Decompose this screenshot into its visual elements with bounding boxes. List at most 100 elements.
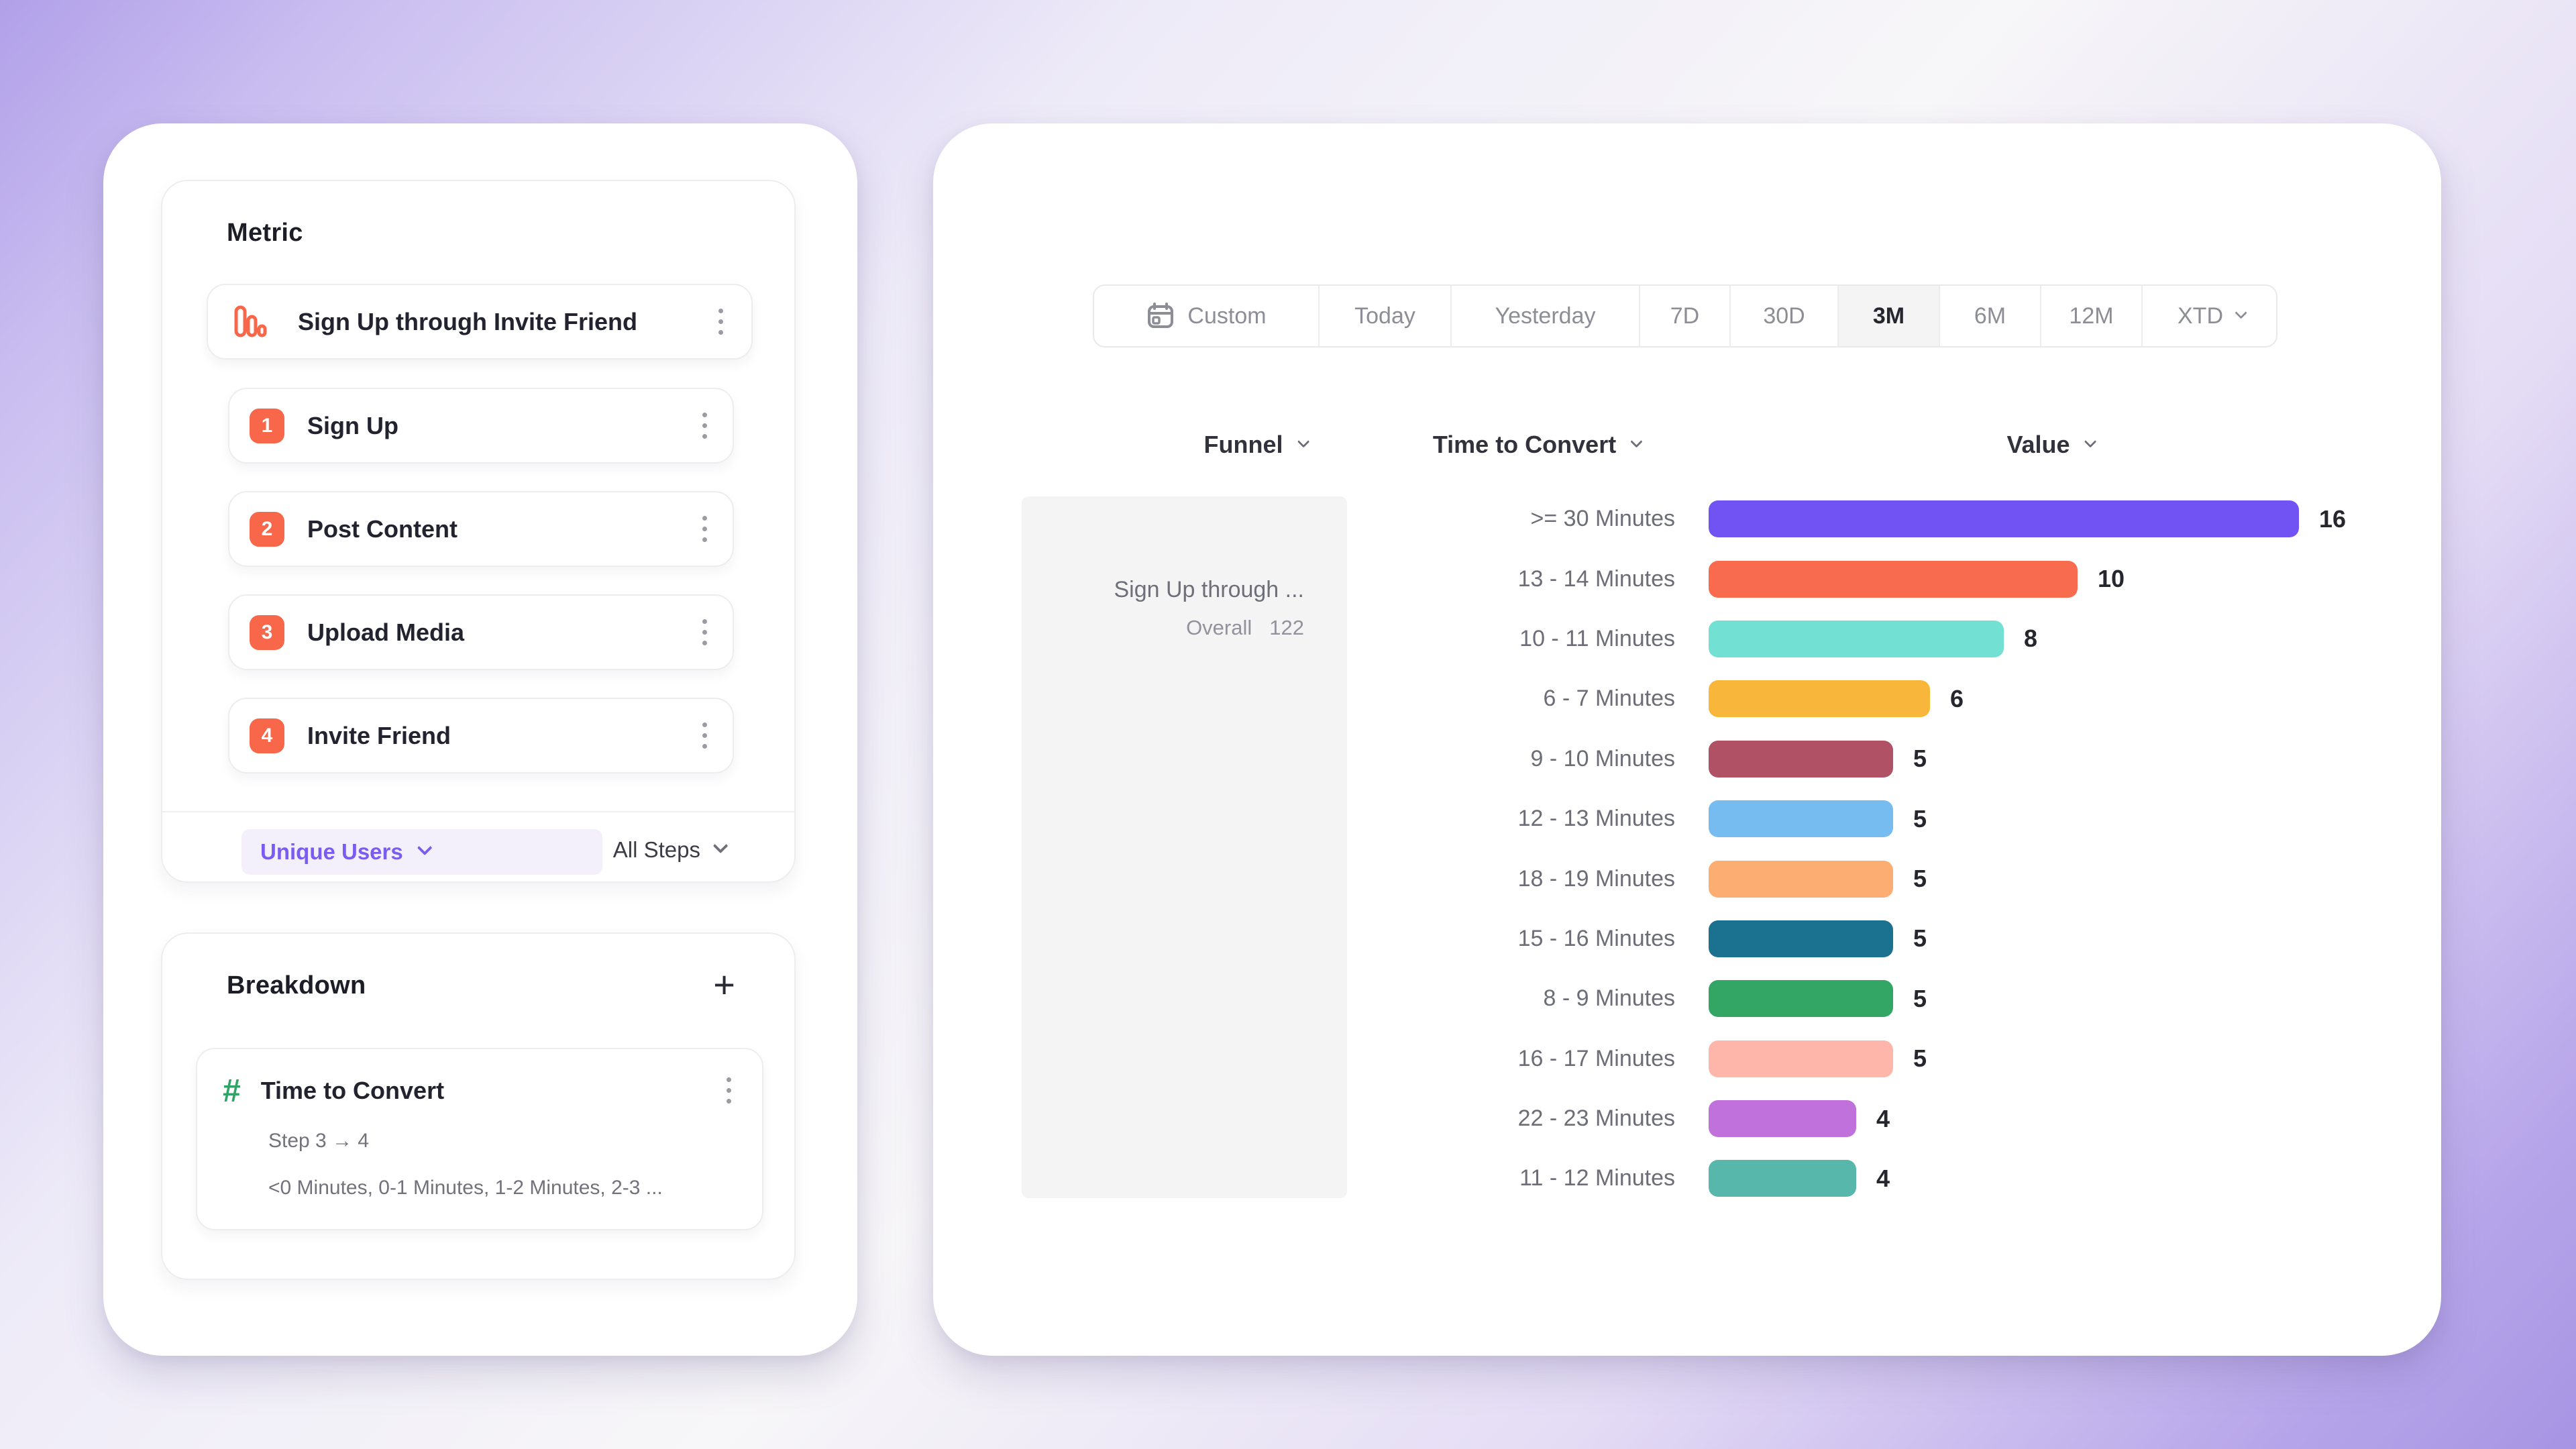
date-range-option-label: 30D: [1763, 303, 1805, 329]
step-number-badge: 1: [250, 408, 284, 443]
kebab-menu-icon[interactable]: [697, 407, 712, 444]
bar-chart-icon: [231, 303, 268, 341]
value-label: 5: [1913, 924, 1927, 953]
category-label: 6 - 7 Minutes: [1543, 686, 1675, 712]
metric-section: Metric Sign Up through Invite Friend 1 S…: [161, 180, 796, 883]
category-label: >= 30 Minutes: [1530, 506, 1675, 532]
step-label: Sign Up: [307, 411, 398, 439]
date-range-option-label: 6M: [1974, 303, 2006, 329]
value-label: 4: [1876, 1164, 1890, 1192]
chart-row: 11 - 12 Minutes 4: [1430, 1148, 2422, 1208]
query-builder-panel: Metric Sign Up through Invite Friend 1 S…: [103, 123, 857, 1356]
value-bar[interactable]: [1709, 920, 1893, 957]
date-range-option[interactable]: Custom: [1094, 286, 1318, 346]
funnel-cell[interactable]: Sign Up through ... Overall 122: [1022, 496, 1347, 1198]
kebab-menu-icon[interactable]: [713, 303, 729, 340]
date-range-option[interactable]: 6M: [1939, 286, 2040, 346]
date-range-option[interactable]: XTD: [2141, 286, 2276, 346]
breakdown-buckets-preview: <0 Minutes, 0-1 Minutes, 1-2 Minutes, 2-…: [268, 1177, 663, 1199]
chart-row: 9 - 10 Minutes 5: [1430, 729, 2422, 789]
funnel-step-item[interactable]: 1 Sign Up: [228, 388, 734, 464]
plus-icon[interactable]: +: [713, 963, 735, 1006]
value-label: 8: [2024, 625, 2038, 653]
step-label: Upload Media: [307, 618, 465, 646]
chevron-down-icon: [712, 838, 729, 854]
column-header-time-to-convert[interactable]: Time to Convert: [1433, 431, 1644, 459]
date-range-option-label: XTD: [2178, 303, 2223, 329]
value-bar[interactable]: [1709, 980, 1893, 1018]
metric-funnel-item[interactable]: Sign Up through Invite Friend: [207, 284, 753, 360]
breakdown-section: Breakdown + # Time to Convert Step 3 → 4…: [161, 932, 796, 1280]
date-range-option[interactable]: 7D: [1639, 286, 1729, 346]
chevron-down-icon: [417, 840, 433, 856]
value-bar[interactable]: [1709, 560, 2078, 598]
funnel-overall-value: 122: [1269, 616, 1304, 639]
breakdown-property-name: Time to Convert: [260, 1076, 445, 1104]
funnel-step-item[interactable]: 4 Invite Friend: [228, 698, 734, 773]
category-label: 18 - 19 Minutes: [1517, 865, 1675, 892]
value-bar[interactable]: [1709, 740, 1893, 777]
date-range-option[interactable]: 3M: [1837, 286, 1939, 346]
breakdown-step-range: Step 3 → 4: [268, 1130, 370, 1152]
chart-row: 12 - 13 Minutes 5: [1430, 789, 2422, 849]
column-header-funnel[interactable]: Funnel: [1204, 431, 1310, 459]
report-panel: Custom Today Yesterday: [933, 123, 2441, 1356]
category-label: 12 - 13 Minutes: [1517, 806, 1675, 832]
value-bar[interactable]: [1709, 1160, 1856, 1197]
value-bar[interactable]: [1709, 800, 1893, 838]
funnel-name: Sign Up through Invite Friend: [298, 307, 637, 335]
step-number-badge: 4: [250, 718, 284, 753]
step-label: Invite Friend: [307, 721, 451, 749]
column-header-value[interactable]: Value: [2006, 431, 2097, 459]
bar-chart: >= 30 Minutes 16 13 - 14 Minutes 10 10 -…: [1430, 489, 2422, 1209]
category-label: 11 - 12 Minutes: [1519, 1165, 1675, 1191]
category-label: 15 - 16 Minutes: [1517, 925, 1675, 951]
step-number-badge: 2: [250, 511, 284, 547]
steps-filter-label: All Steps: [612, 837, 700, 862]
date-range-option-label: Yesterday: [1495, 303, 1596, 329]
category-label: 9 - 10 Minutes: [1530, 745, 1675, 771]
category-label: 13 - 14 Minutes: [1517, 566, 1675, 592]
chevron-down-icon: [2084, 435, 2097, 448]
chart-row: 6 - 7 Minutes 6: [1430, 669, 2422, 729]
category-label: 10 - 11 Minutes: [1519, 625, 1675, 651]
measurement-label: Unique Users: [260, 839, 403, 864]
date-range-option-label: 7D: [1670, 303, 1700, 329]
value-bar[interactable]: [1709, 1100, 1856, 1138]
value-bar[interactable]: [1709, 680, 1930, 718]
value-label: 5: [1913, 865, 1927, 893]
funnel-overall-label: Overall: [1186, 616, 1252, 639]
chart-row: 13 - 14 Minutes 10: [1430, 549, 2422, 608]
date-range-selector: Custom Today Yesterday: [1093, 284, 2277, 347]
kebab-menu-icon[interactable]: [697, 717, 712, 754]
kebab-menu-icon[interactable]: [721, 1072, 737, 1109]
chevron-down-icon: [2235, 306, 2247, 319]
chart-row: 18 - 19 Minutes 5: [1430, 849, 2422, 908]
funnel-step-item[interactable]: 2 Post Content: [228, 491, 734, 567]
hash-icon: #: [223, 1073, 241, 1109]
value-bar[interactable]: [1709, 860, 1893, 898]
funnel-step-item[interactable]: 3 Upload Media: [228, 594, 734, 670]
divider: [162, 811, 794, 812]
calendar-icon: [1146, 301, 1175, 331]
date-range-option[interactable]: 12M: [2040, 286, 2141, 346]
date-range-option[interactable]: Yesterday: [1450, 286, 1639, 346]
chart-row: >= 30 Minutes 16: [1430, 489, 2422, 549]
value-bar[interactable]: [1709, 1040, 1893, 1077]
value-bar[interactable]: [1709, 620, 2004, 657]
value-bar[interactable]: [1709, 500, 2299, 538]
measurement-dropdown[interactable]: Unique Users: [241, 829, 602, 875]
chart-row: 8 - 9 Minutes 5: [1430, 969, 2422, 1028]
value-label: 10: [2098, 565, 2125, 593]
date-range-option[interactable]: 30D: [1729, 286, 1837, 346]
step-label: Post Content: [307, 515, 458, 543]
date-range-option[interactable]: Today: [1318, 286, 1450, 346]
breakdown-property-item[interactable]: # Time to Convert Step 3 → 4 <0 Minutes,…: [196, 1048, 763, 1230]
value-label: 4: [1876, 1104, 1890, 1132]
kebab-menu-icon[interactable]: [697, 614, 712, 651]
steps-filter-dropdown[interactable]: All Steps: [612, 837, 729, 863]
kebab-menu-icon[interactable]: [697, 511, 712, 547]
date-range-option-label: Custom: [1187, 303, 1267, 329]
category-label: 22 - 23 Minutes: [1517, 1106, 1675, 1132]
chart-row: 22 - 23 Minutes 4: [1430, 1089, 2422, 1148]
